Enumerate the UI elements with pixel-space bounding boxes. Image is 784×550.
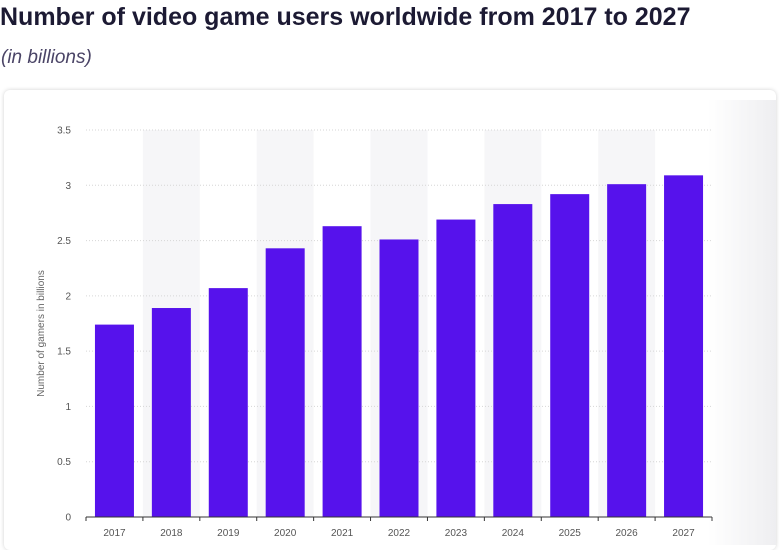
bar-2027 (664, 175, 704, 517)
chart-subtitle: (in billions) (1, 47, 92, 68)
x-tick-label: 2019 (217, 528, 240, 539)
bar-2017 (94, 324, 134, 517)
x-tick-label: 2022 (388, 528, 411, 539)
chart-title: Number of video game users worldwide fro… (0, 3, 691, 31)
bar-2021 (322, 226, 362, 517)
y-tick-label: 1.5 (57, 347, 71, 358)
y-tick-label: 0 (65, 513, 71, 524)
y-tick-label: 2 (65, 291, 71, 302)
x-tick-label: 2020 (274, 528, 297, 539)
x-tick-label: 2017 (103, 528, 126, 539)
y-tick-label: 2.5 (57, 236, 71, 247)
x-tick-label: 2024 (502, 528, 525, 539)
bar-2022 (379, 239, 419, 518)
bars (94, 175, 704, 518)
y-axis-title: Number of gamers in billions (36, 270, 47, 397)
x-axis-ticks: 2017 2018 2019 2020 2021 2022 2023 2024 2025 2026… (85, 517, 713, 539)
bar-2020 (265, 248, 305, 517)
x-tick-label: 2025 (559, 528, 582, 539)
y-tick-label: 3 (65, 181, 71, 192)
x-tick-label: 2027 (672, 528, 695, 539)
x-tick-label: 2018 (160, 528, 183, 539)
y-tick-label: 1 (65, 402, 71, 413)
y-axis-ticks: 0 0.5 1 1.5 2 2.5 3 3.5 (57, 126, 71, 524)
bar-2025 (550, 194, 590, 518)
bar-2023 (436, 219, 476, 517)
bar-2024 (493, 204, 533, 517)
bar-2026 (607, 184, 647, 517)
bar-2019 (208, 288, 248, 517)
bar-2018 (151, 308, 191, 517)
x-tick-label: 2023 (445, 528, 468, 539)
y-tick-label: 3.5 (57, 126, 71, 137)
x-tick-label: 2026 (616, 528, 639, 539)
x-tick-label: 2021 (331, 528, 354, 539)
y-tick-label: 0.5 (57, 457, 71, 468)
